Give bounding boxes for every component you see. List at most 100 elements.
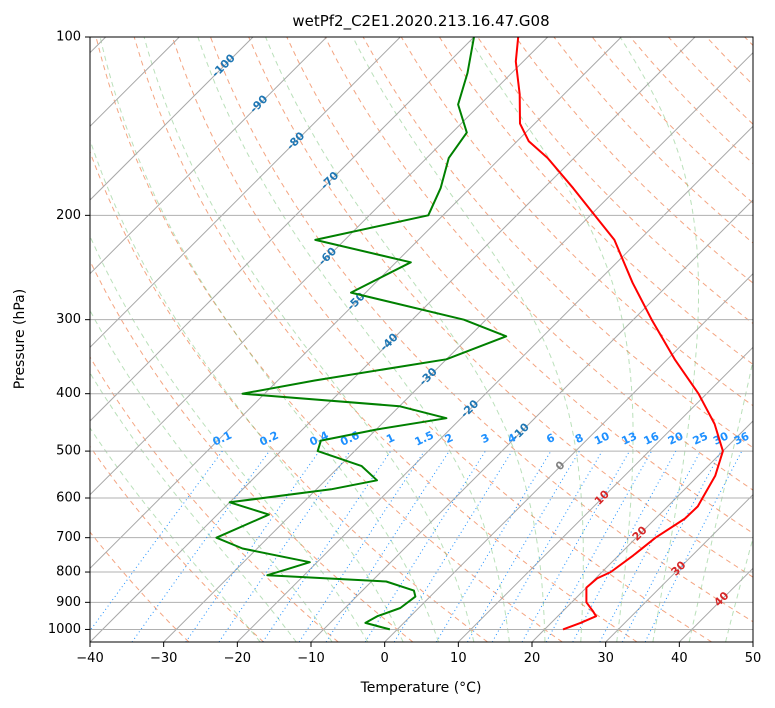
y-tick-label: 600 [56, 491, 81, 506]
x-tick-label: 10 [450, 651, 467, 666]
mixing-ratio-label: 2 [443, 431, 455, 446]
mixing-ratio-label: 25 [691, 430, 710, 448]
moist-adiabat [265, 37, 546, 642]
x-tick-label: 30 [597, 651, 614, 666]
dry-adiabat [171, 37, 712, 642]
x-tick-label: −40 [76, 651, 103, 666]
dewpoint-profile [215, 37, 508, 631]
dry-adiabat [553, 37, 753, 244]
moist-adiabat [725, 536, 753, 642]
mixing-ratio-line [298, 450, 425, 642]
dry-adiabat [90, 259, 414, 642]
mixing-ratio-label: 1.5 [413, 429, 436, 449]
isotherm-label: -100 [209, 51, 238, 80]
isotherm [457, 346, 753, 642]
dry-adiabat [95, 37, 563, 642]
mixing-ratio-label: 36 [732, 429, 752, 447]
isotherm [605, 493, 753, 642]
isotherm [90, 37, 622, 570]
y-tick-label: 100 [56, 30, 81, 45]
plot-frame [89, 36, 754, 643]
moist-adiabat [90, 371, 297, 642]
isotherm-label: 20 [630, 523, 650, 543]
isotherm [531, 420, 753, 642]
mixing-ratio-label: 0.6 [338, 429, 361, 449]
dry-adiabat [90, 150, 488, 642]
mixing-ratio-line [131, 450, 270, 642]
dry-adiabat [90, 356, 339, 642]
moist-adiabat [90, 309, 333, 642]
isotherm [90, 37, 696, 642]
mixing-ratio-label: 20 [666, 429, 686, 447]
isotherm [90, 37, 328, 275]
temperature-profile [514, 37, 724, 631]
moist-adiabat [467, 37, 634, 642]
mixing-ratio-line [599, 450, 701, 642]
dry-adiabat [706, 37, 753, 86]
isotherm [752, 641, 753, 642]
moist-adiabat [688, 358, 753, 642]
isotherm-label: 30 [669, 558, 689, 578]
dry-adiabat [400, 37, 753, 407]
y-tick-label: 500 [56, 444, 81, 459]
y-tick-label: 1000 [48, 622, 81, 637]
mixing-ratio-label: 0.2 [257, 429, 280, 449]
isotherm [90, 37, 475, 422]
moist-adiabat [90, 138, 404, 642]
mixing-ratio-label: 13 [620, 430, 639, 448]
isotherm [163, 51, 753, 642]
isotherm [384, 272, 753, 642]
x-tick-label: 0 [381, 651, 389, 666]
mixing-ratio-line [325, 450, 450, 642]
mixing-ratio-line [572, 450, 677, 642]
y-tick-label: 700 [56, 530, 81, 545]
y-tick-label: 800 [56, 565, 81, 580]
chart-title: wetPf2_C2E1.2020.213.16.47.G08 [292, 12, 549, 31]
moist-adiabat [90, 235, 369, 642]
dry-adiabat [515, 37, 753, 284]
y-axis-title: Pressure (hPa) [12, 289, 28, 389]
y-tick-label: 900 [56, 595, 81, 610]
dry-adiabat [90, 531, 190, 642]
mixing-ratio-label: 30 [711, 429, 731, 447]
x-tick-label: 50 [745, 651, 762, 666]
mixing-ratio-line [393, 450, 513, 642]
x-tick-label: 40 [671, 651, 688, 666]
moist-adiabat [619, 37, 699, 642]
isotherm [90, 37, 401, 349]
isotherm [236, 125, 753, 642]
isotherm [90, 37, 254, 201]
moist-adiabat [99, 37, 439, 642]
moist-adiabat [90, 427, 261, 642]
mixing-ratio-line [90, 450, 223, 632]
moist-adiabat [143, 37, 475, 642]
mixing-ratio-line [435, 450, 552, 642]
y-tick-label: 200 [56, 208, 81, 223]
x-axis-title: Temperature (°C) [360, 680, 482, 696]
dry-adiabat [248, 37, 753, 578]
isotherm [310, 199, 753, 642]
x-tick-label: −10 [297, 651, 324, 666]
isotherm [90, 37, 549, 496]
y-tick-label: 300 [56, 312, 81, 327]
mixing-ratio-label: 10 [592, 429, 612, 447]
dry-adiabat [591, 37, 753, 204]
x-tick-label: −30 [150, 651, 177, 666]
mixing-ratio-label: 1 [384, 431, 396, 446]
mixing-ratio-label: 3 [479, 431, 491, 446]
mixing-ratio-line [218, 450, 351, 642]
dry-adiabat [668, 37, 753, 125]
moist-adiabat [352, 37, 584, 642]
y-tick-label: 400 [56, 386, 81, 401]
isotherm-label: -30 [417, 365, 440, 388]
dry-adiabat [133, 37, 638, 642]
mixing-ratio-label: 16 [642, 429, 662, 447]
dry-adiabat [210, 37, 753, 623]
isotherm-label: 0 [553, 458, 568, 473]
dry-adiabat [438, 37, 753, 366]
x-tick-label: 20 [524, 651, 541, 666]
isotherm [678, 567, 753, 642]
isotherm-label: -60 [316, 245, 339, 268]
mixing-ratio-line [185, 450, 320, 642]
